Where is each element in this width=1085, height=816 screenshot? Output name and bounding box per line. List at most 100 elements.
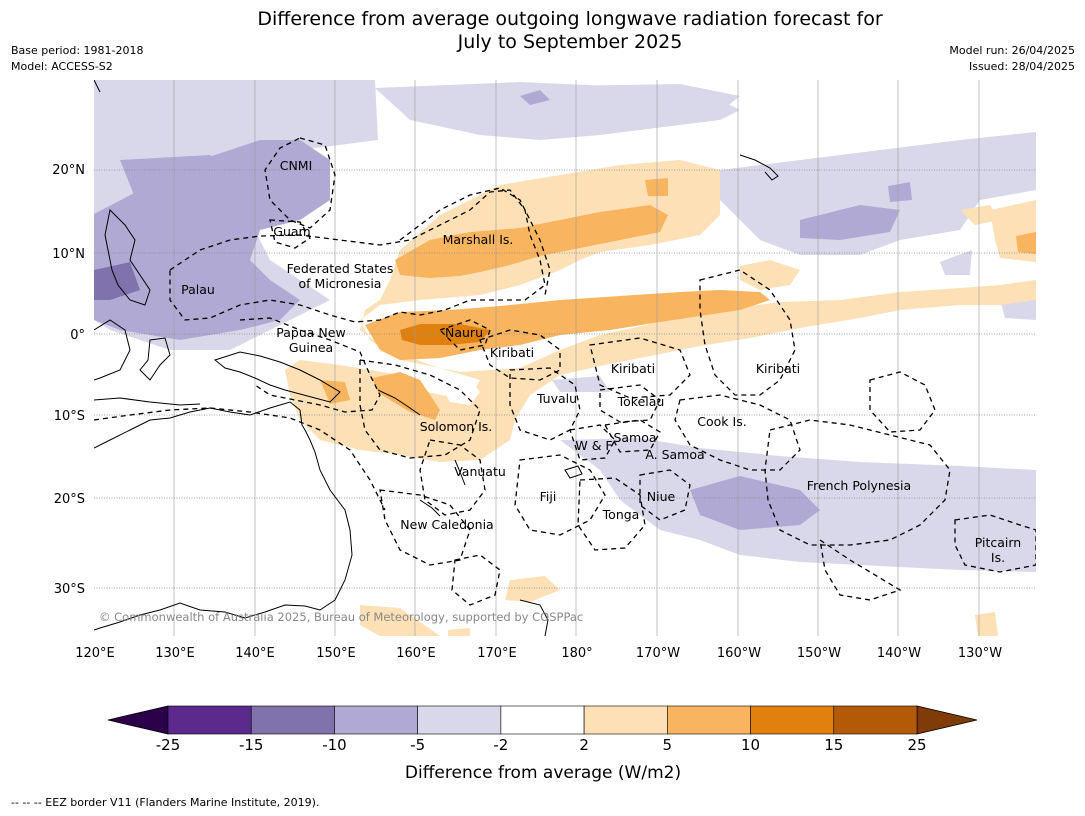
fiji-coast [564, 465, 583, 479]
longitude-gridlines [173, 80, 980, 636]
colorbar-tick-label: -15 [239, 736, 264, 754]
colorbar-segment [500, 705, 585, 735]
colorbar-tick-label: -5 [410, 736, 425, 754]
eez-guam [269, 219, 311, 249]
lon-tick: 140°E [235, 646, 275, 661]
eez-wallis [569, 424, 616, 461]
label-french-polynesia: French Polynesia [807, 478, 911, 493]
anomaly-neg-medium [94, 90, 912, 530]
philippines-coast [104, 208, 151, 306]
label-kiribati-line: Kiribati [756, 361, 800, 376]
chart-title: Difference from average outgoing longwav… [0, 8, 1085, 54]
copyright-notice: © Commonwealth of Australia 2025, Bureau… [99, 610, 583, 624]
colorbar-segment [833, 705, 918, 735]
latitude-tick-labels: 20°N 10°N 0° 10°S 20°S 30°S [52, 163, 85, 597]
colorbar-segment [667, 705, 751, 735]
colorbar-over-arrow [916, 705, 978, 735]
lon-tick: 140°W [877, 646, 921, 661]
colorbar: -25 -15 -10 -5 -2 2 5 10 15 25 [107, 705, 978, 754]
lon-tick: 150°E [316, 646, 356, 661]
eez-tonga [577, 477, 646, 551]
eez-new-caledonia [379, 489, 471, 566]
eez-pitcairn [954, 514, 1036, 573]
eez-vanuatu [419, 439, 486, 516]
lat-tick: 30°S [54, 582, 85, 597]
model-run-info: Model run: 26/04/2025 Issued: 28/04/2025 [949, 43, 1075, 75]
label-fsm-line1: Federated States [287, 261, 394, 276]
label-samoa: Samoa [613, 430, 656, 445]
eez-fsm [169, 189, 546, 323]
lon-tick: 170°E [477, 646, 517, 661]
label-marshall: Marshall Is. [443, 232, 514, 247]
label-kiribati-gilbert: Kiribati [490, 345, 534, 360]
label-png-line1: Papua New [276, 325, 345, 340]
colorbar-tick-label: 2 [579, 736, 589, 754]
lon-tick: 160°E [396, 646, 436, 661]
eez-kiribati-gilbert [479, 329, 561, 381]
label-vanuatu: Vanuatu [454, 464, 506, 479]
japan-coast [94, 80, 101, 93]
label-new-caledonia: New Caledonia [400, 517, 493, 532]
eez-solomon [359, 359, 481, 459]
eez-nauru [438, 319, 491, 351]
eez-kermadec [451, 554, 501, 606]
lon-tick: 130°E [155, 646, 195, 661]
colorbar-tick-label: -2 [493, 736, 508, 754]
colorbar-tick-label: -10 [322, 736, 347, 754]
lon-tick: 160°W [717, 646, 761, 661]
lon-tick: 130°W [958, 646, 1002, 661]
eez-png [239, 317, 381, 413]
lat-tick: 10°N [52, 247, 85, 262]
label-fiji: Fiji [540, 489, 557, 504]
eez-borders [94, 137, 1036, 606]
label-solomon: Solomon Is. [420, 419, 493, 434]
eez-kiribati-phoenix [589, 337, 691, 399]
label-pitcairn-line1: Pitcairn [975, 535, 1021, 550]
lat-tick: 20°N [52, 163, 85, 178]
colorbar-tick-label: 10 [741, 736, 760, 754]
colorbar-segment [334, 705, 418, 735]
lon-tick: 150°W [797, 646, 841, 661]
eez-tokelau [599, 384, 661, 423]
eez-kiribati-line [699, 269, 796, 396]
anomaly-field [94, 80, 1036, 636]
label-png-line2: Guinea [289, 340, 333, 355]
eez-australia [94, 407, 386, 511]
anomaly-neg-dark [94, 262, 140, 300]
colorbar-segment [583, 705, 668, 735]
label-palau: Palau [181, 282, 215, 297]
label-tonga: Tonga [602, 507, 640, 522]
label-kiribati-phoenix: Kiribati [611, 361, 655, 376]
region-labels: CNMI Guam Marshall Is. Federated States … [181, 158, 1021, 565]
eez-marshall [399, 187, 551, 296]
lat-tick: 10°S [54, 409, 85, 424]
lat-tick: 20°S [54, 492, 85, 507]
label-wallis-futuna: W & F [575, 438, 612, 453]
new-caledonia-coast [419, 499, 441, 517]
coastlines [94, 80, 779, 636]
new-guinea-coast [213, 351, 341, 403]
borneo-coast [94, 319, 131, 381]
model-name: Model: ACCESS-S2 [11, 60, 113, 73]
latitude-gridlines [94, 169, 1036, 589]
label-pitcairn-line2: Is. [991, 550, 1005, 565]
issued-date: Issued: 28/04/2025 [968, 60, 1075, 73]
label-cook: Cook Is. [697, 414, 746, 429]
base-period: Base period: 1981-2018 [11, 44, 144, 57]
label-niue: Niue [647, 489, 676, 504]
longitude-tick-labels: 120°E 130°E 140°E 150°E 160°E 170°E 180°… [75, 646, 1002, 661]
indonesia-coast [94, 397, 201, 406]
base-period-info: Base period: 1981-2018 Model: ACCESS-S2 [11, 43, 143, 75]
anomaly-gaps [440, 285, 550, 405]
colorbar-tick-label: 15 [824, 736, 843, 754]
sulawesi-coast [139, 337, 171, 381]
anomaly-pos-strong [400, 324, 490, 345]
colorbar-segment [167, 705, 252, 735]
colorbar-tick-label: 5 [663, 736, 673, 754]
hawaii-coast [739, 154, 779, 181]
colorbar-title: Difference from average (W/m2) [405, 763, 681, 783]
label-tokelau: Tokelau [617, 394, 665, 409]
eez-southern [819, 538, 902, 601]
label-american-samoa: A. Samoa [645, 447, 704, 462]
